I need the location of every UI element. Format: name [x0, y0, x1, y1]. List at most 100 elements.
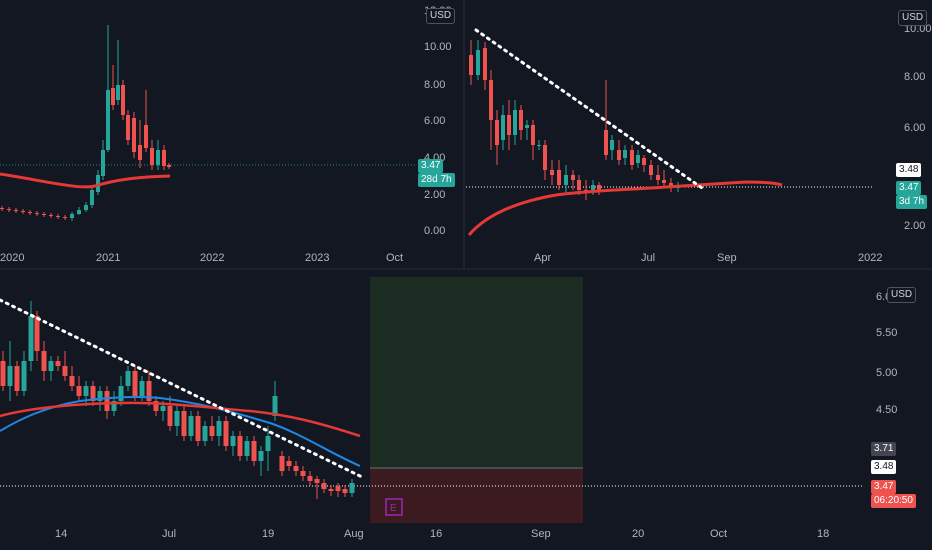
candle: [35, 213, 39, 214]
chart-canvas-bottom[interactable]: E 6.00 5.50 5.00 4.50 14 Jul 19 Aug 16 S…: [0, 271, 932, 550]
x-tick-label: 2021: [96, 252, 120, 264]
candle: [156, 150, 160, 165]
x-tick-label: 2020: [0, 252, 24, 264]
last-price-tag: 3.47: [896, 181, 922, 195]
candle: [258, 451, 264, 461]
candles-top-right: [469, 40, 680, 200]
y-tick-label: 5.50: [876, 327, 897, 339]
candle: [111, 88, 115, 105]
candle: [132, 371, 138, 396]
candle: [111, 401, 117, 411]
candle: [14, 210, 18, 211]
x-tick-label: 2023: [305, 252, 329, 264]
last-price-tag: 3.47: [418, 159, 444, 173]
chart-canvas-top-left[interactable]: 12.00 10.00 8.00 6.00 4.00 2.00 0.00 202…: [0, 0, 465, 270]
candle: [195, 416, 201, 441]
x-tick-label: Jul: [641, 252, 655, 264]
candle: [495, 120, 499, 145]
horizontal-line-price-tag: 3.48: [871, 460, 897, 474]
candle: [244, 441, 250, 456]
candle: [251, 441, 257, 461]
candle: [0, 361, 6, 386]
currency-label[interactable]: USD: [887, 287, 917, 303]
y-tick-label: 2.00: [424, 189, 445, 201]
candle: [209, 426, 215, 436]
candle: [121, 85, 125, 115]
candle: [286, 461, 292, 466]
candle: [265, 436, 271, 451]
candle: [591, 185, 595, 190]
earnings-marker[interactable]: [385, 498, 403, 516]
candle: [300, 471, 306, 476]
candle: [63, 217, 67, 218]
candle: [525, 125, 529, 128]
candle: [577, 180, 581, 190]
candle: [630, 150, 634, 165]
candle: [116, 85, 120, 100]
chart-panel-top-right[interactable]: 10.00 8.00 6.00 2.00 Apr Jul Sep 2022 US…: [466, 0, 932, 270]
chart-panel-bottom[interactable]: E 6.00 5.50 5.00 4.50 14 Jul 19 Aug 16 S…: [0, 271, 932, 550]
candle: [83, 386, 89, 396]
candle: [21, 211, 25, 212]
candle: [167, 165, 171, 167]
candle: [188, 416, 194, 436]
candle: [56, 216, 60, 217]
candle: [0, 208, 4, 209]
candle: [489, 80, 493, 120]
candle: [41, 351, 47, 371]
moving-average-red: [467, 180, 783, 236]
candle: [550, 170, 554, 175]
candle: [649, 165, 653, 175]
chart-canvas-top-right[interactable]: 10.00 8.00 6.00 2.00 Apr Jul Sep 2022: [466, 0, 932, 270]
candles-top-left: [0, 25, 171, 221]
candle: [132, 118, 136, 152]
candle: [150, 148, 154, 165]
candle: [138, 145, 142, 160]
candle: [617, 150, 621, 160]
candle: [34, 316, 40, 351]
candle: [144, 125, 148, 148]
earnings-marker-label: E: [390, 503, 397, 514]
candle: [49, 215, 53, 216]
candle: [55, 361, 61, 366]
candle: [104, 391, 110, 411]
position-target-tag: 3.71: [871, 442, 897, 456]
candle: [77, 210, 81, 214]
candle: [97, 391, 103, 401]
candle: [202, 426, 208, 441]
candles-bottom: [0, 301, 355, 499]
candle: [543, 145, 547, 170]
candle: [571, 175, 575, 180]
candle: [642, 158, 646, 165]
currency-label[interactable]: USD: [426, 8, 456, 24]
moving-average-red: [0, 401, 361, 438]
candle: [181, 411, 187, 436]
y-tick-label: 10.00: [904, 23, 932, 35]
horizontal-line-price-tag: 3.48: [896, 163, 922, 177]
candle: [28, 316, 34, 361]
moving-average-red: [0, 172, 171, 189]
candle: [623, 150, 627, 158]
y-tick-label: 5.00: [876, 367, 897, 379]
candle: [476, 50, 480, 75]
candle: [101, 150, 105, 176]
y-tick-label: 8.00: [904, 71, 925, 83]
candle: [342, 489, 348, 493]
chart-panel-top-left[interactable]: 12.00 10.00 8.00 6.00 4.00 2.00 0.00 202…: [0, 0, 465, 270]
currency-label[interactable]: USD: [898, 10, 928, 26]
candle: [513, 110, 517, 135]
candle: [174, 411, 180, 426]
x-tick-label: 20: [632, 528, 644, 540]
x-tick-label: Oct: [710, 528, 727, 540]
candle: [7, 366, 13, 386]
candle: [507, 115, 511, 135]
x-tick-label: Oct: [386, 252, 403, 264]
trendline: [0, 298, 364, 479]
candle: [125, 371, 131, 386]
candle: [90, 386, 96, 401]
x-tick-label: Aug: [344, 528, 364, 540]
candle: [48, 361, 54, 371]
y-tick-label: 2.00: [904, 220, 925, 232]
candle: [21, 361, 27, 391]
candle: [90, 190, 94, 205]
